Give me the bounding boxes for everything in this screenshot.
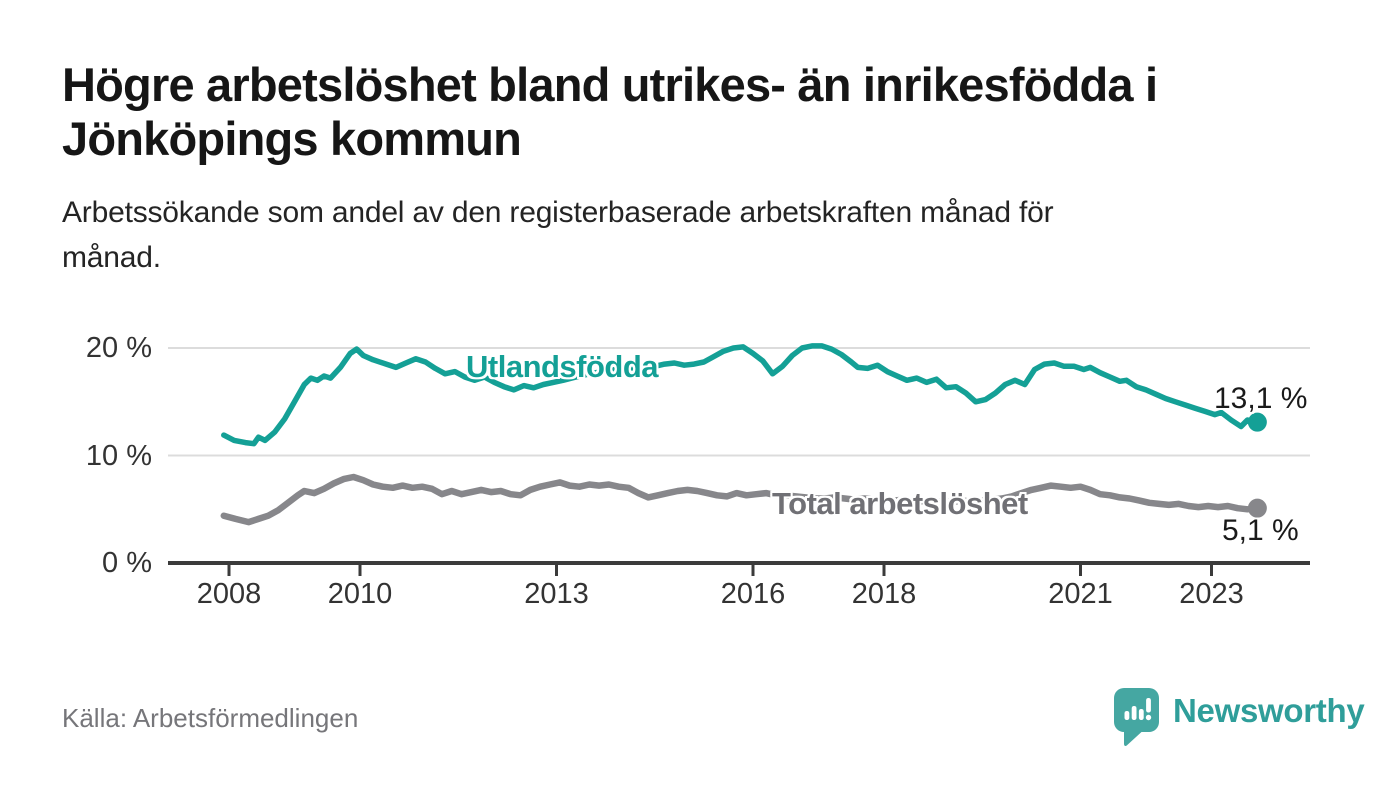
subtitle-line-2: månad. [62, 241, 161, 274]
end-dot-utlandsfodda [1247, 412, 1267, 432]
x-axis-label-2023: 2023 [1179, 578, 1244, 610]
series-line-utlandsfodda [221, 343, 1261, 447]
subtitle: Arbetssökande som andel av den registerb… [62, 190, 1054, 280]
x-axis-label-2021: 2021 [1048, 578, 1113, 610]
x-axis-label-2018: 2018 [851, 578, 917, 610]
series-label-total-arbetsloshet: Total arbetslöshet [772, 486, 1028, 521]
end-dot-total-arbetsloshet [1247, 498, 1267, 518]
bar-chart-glyph [1124, 698, 1152, 721]
source-note: Källa: Arbetsförmedlingen [62, 703, 359, 733]
newsworthy-logo: Newsworthy [1113, 687, 1365, 749]
x-axis-label-2008: 2008 [196, 578, 262, 610]
newsworthy-wordmark: Newsworthy [1173, 692, 1365, 729]
series-line-total-arbetsloshet [220, 473, 1261, 526]
title-line-1: Högre arbetslöshet bland utrikes- än inr… [62, 58, 1158, 111]
newsworthy-speech-bubble-bar-chart-icon [1114, 688, 1159, 746]
end-value-label-total: 5,1 % [1222, 514, 1299, 547]
page-title: Högre arbetslöshet bland utrikes- än inr… [62, 58, 1158, 166]
x-axis-label-2016: 2016 [720, 578, 786, 610]
series-label-utlandsfodda: Utlandsfödda [466, 349, 659, 384]
end-value-label-utlandsfodda: 13,1 % [1214, 382, 1308, 415]
subtitle-line-1: Arbetssökande som andel av den registerb… [62, 196, 1054, 229]
x-axis-label-2010: 2010 [327, 578, 393, 610]
x-axis-label-2013: 2013 [524, 578, 589, 610]
y-axis-label-10-percent: 10 % [85, 439, 152, 472]
y-axis-label-0-percent: 0 % [102, 547, 152, 579]
y-axis-label-20-percent: 20 % [85, 332, 152, 364]
title-line-2: Jönköpings kommun [62, 112, 522, 165]
